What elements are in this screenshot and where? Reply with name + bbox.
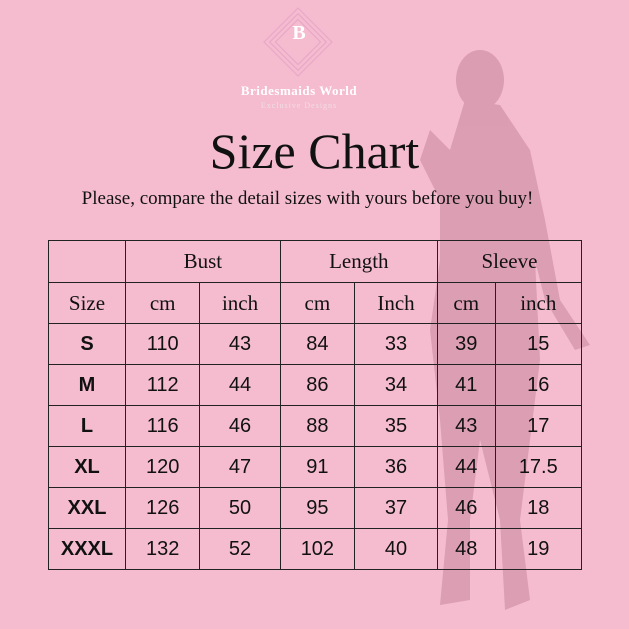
value-cell: 43 <box>436 405 496 447</box>
table-row: M 112 44 86 34 41 16 <box>48 364 583 406</box>
column-header: cm <box>124 282 201 324</box>
value-cell: 48 <box>436 528 496 570</box>
value-cell: 36 <box>354 446 438 488</box>
value-cell: 46 <box>199 405 281 447</box>
value-cell: 41 <box>436 364 496 406</box>
logo-initial: B <box>292 22 306 44</box>
value-cell: 50 <box>199 487 281 529</box>
brand-name: Bridesmaids World <box>240 83 358 98</box>
value-cell: 43 <box>199 323 281 365</box>
value-cell: 120 <box>124 446 201 488</box>
value-cell: 112 <box>124 364 201 406</box>
subtitle: Please, compare the detail sizes with yo… <box>81 188 534 209</box>
table-row: S 110 43 84 33 39 15 <box>48 323 583 365</box>
value-cell: 132 <box>124 528 201 570</box>
value-cell: 39 <box>436 323 496 365</box>
empty-cell <box>48 240 126 283</box>
group-header: Bust <box>125 240 281 283</box>
value-cell: 18 <box>494 487 583 529</box>
value-cell: 91 <box>279 446 356 488</box>
column-header: inch <box>199 282 281 324</box>
column-header: Size <box>48 282 126 324</box>
value-cell: 40 <box>354 528 438 570</box>
value-cell: 17 <box>494 405 583 447</box>
value-cell: 15 <box>494 323 583 365</box>
value-cell: 102 <box>279 528 356 570</box>
value-cell: 116 <box>124 405 201 447</box>
table-row: XL 120 47 91 36 44 17.5 <box>48 446 583 488</box>
group-header-row: Bust Length Sleeve <box>48 240 583 283</box>
value-cell: 44 <box>436 446 496 488</box>
column-header: inch <box>494 282 583 324</box>
value-cell: 110 <box>124 323 201 365</box>
value-cell: 84 <box>279 323 356 365</box>
table-row: XXL 126 50 95 37 46 18 <box>48 487 583 529</box>
value-cell: 44 <box>199 364 281 406</box>
value-cell: 95 <box>279 487 356 529</box>
table-row: XXXL 132 52 102 40 48 19 <box>48 528 583 570</box>
table-row: L 116 46 88 35 43 17 <box>48 405 583 447</box>
value-cell: 33 <box>354 323 438 365</box>
value-cell: 88 <box>279 405 356 447</box>
value-cell: 16 <box>494 364 583 406</box>
value-cell: 46 <box>436 487 496 529</box>
size-cell: S <box>48 323 126 365</box>
size-cell: XXL <box>48 487 126 529</box>
size-cell: XL <box>48 446 126 488</box>
value-cell: 86 <box>279 364 356 406</box>
value-cell: 126 <box>124 487 201 529</box>
value-cell: 52 <box>199 528 281 570</box>
brand-tagline: Exclusive Designs <box>260 101 338 110</box>
subheader-row: Size cm inch cm Inch cm inch <box>48 282 583 324</box>
value-cell: 35 <box>354 405 438 447</box>
value-cell: 47 <box>199 446 281 488</box>
column-header: Inch <box>354 282 438 324</box>
group-header: Sleeve <box>436 240 583 283</box>
page-title: Size Chart <box>209 123 420 179</box>
column-header: cm <box>436 282 496 324</box>
group-header: Length <box>279 240 438 283</box>
size-table: Bust Length Sleeve Size cm inch cm Inch cm inc… <box>48 240 583 570</box>
size-cell: XXXL <box>48 528 126 570</box>
value-cell: 19 <box>494 528 583 570</box>
value-cell: 37 <box>354 487 438 529</box>
column-header: cm <box>279 282 356 324</box>
size-cell: M <box>48 364 126 406</box>
value-cell: 34 <box>354 364 438 406</box>
size-cell: L <box>48 405 126 447</box>
logo-diamond-icon <box>263 7 333 77</box>
value-cell: 17.5 <box>494 446 583 488</box>
